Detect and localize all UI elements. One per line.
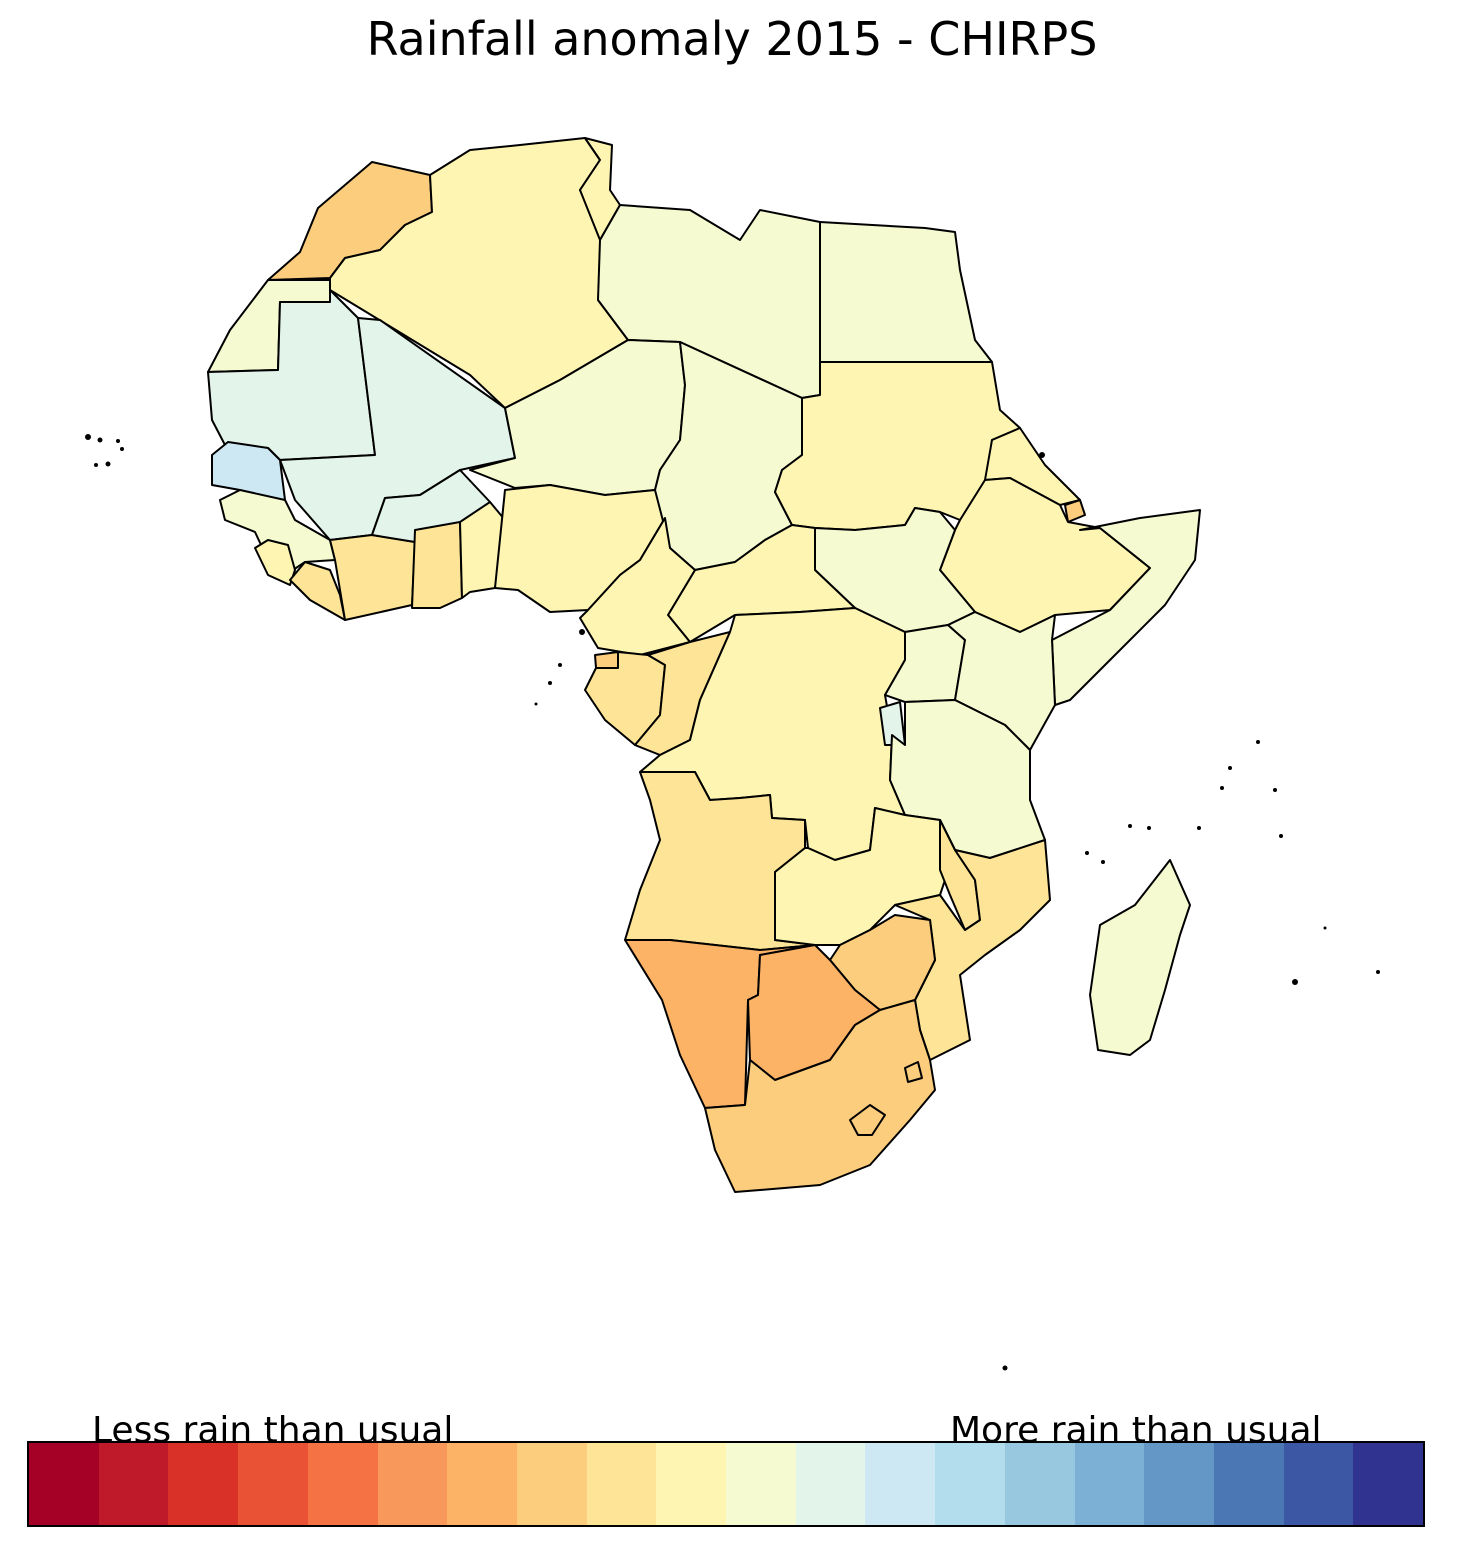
colorbar-bin-2 xyxy=(98,1443,169,1525)
colorbar-bin-19 xyxy=(1283,1443,1354,1525)
colorbar-bin-5 xyxy=(307,1443,378,1525)
country-guinea xyxy=(219,489,336,573)
country-eswatini xyxy=(904,1061,923,1083)
colorbar-bin-13 xyxy=(865,1443,936,1525)
country-lesotho xyxy=(849,1104,886,1136)
country-egypt xyxy=(819,221,993,363)
colorbar-bin-18 xyxy=(1213,1443,1284,1525)
colorbar-bin-3 xyxy=(168,1443,239,1525)
colorbar-bin-1 xyxy=(29,1443,99,1525)
colorbar-bin-10 xyxy=(656,1443,727,1525)
colorbar-bin-4 xyxy=(238,1443,308,1525)
country-mauritania xyxy=(207,289,376,461)
colorbar-bin-17 xyxy=(1144,1443,1214,1525)
colorbar-bin-12 xyxy=(795,1443,866,1525)
map-title: Rainfall anomaly 2015 - CHIRPS xyxy=(366,12,1098,66)
country-somalia xyxy=(1051,509,1201,706)
colorbar-bin-20 xyxy=(1353,1443,1424,1525)
islands xyxy=(85,434,1380,1371)
country-kenya xyxy=(947,611,1056,751)
country-madagascar xyxy=(1089,859,1191,1056)
colorbar-bin-6 xyxy=(377,1443,448,1525)
country-equatorial-guinea xyxy=(594,651,619,669)
country-djibouti xyxy=(1064,499,1086,523)
colorbar-bin-16 xyxy=(1074,1443,1145,1525)
colorbar-bin-11 xyxy=(726,1443,796,1525)
africa-map xyxy=(85,137,1380,1371)
country-cote-divoire xyxy=(329,534,416,621)
country-cameroon xyxy=(579,517,696,656)
colorbar-bin-7 xyxy=(447,1443,517,1525)
colorbar-bin-9 xyxy=(586,1443,657,1525)
colorbar-bin-15 xyxy=(1004,1443,1075,1525)
country-south-africa xyxy=(704,999,936,1193)
colorbar-bin-8 xyxy=(516,1443,587,1525)
country-sierra-leone xyxy=(254,539,296,586)
colorbar xyxy=(27,1441,1425,1527)
country-ghana xyxy=(411,521,463,609)
colorbar-bin-14 xyxy=(935,1443,1005,1525)
